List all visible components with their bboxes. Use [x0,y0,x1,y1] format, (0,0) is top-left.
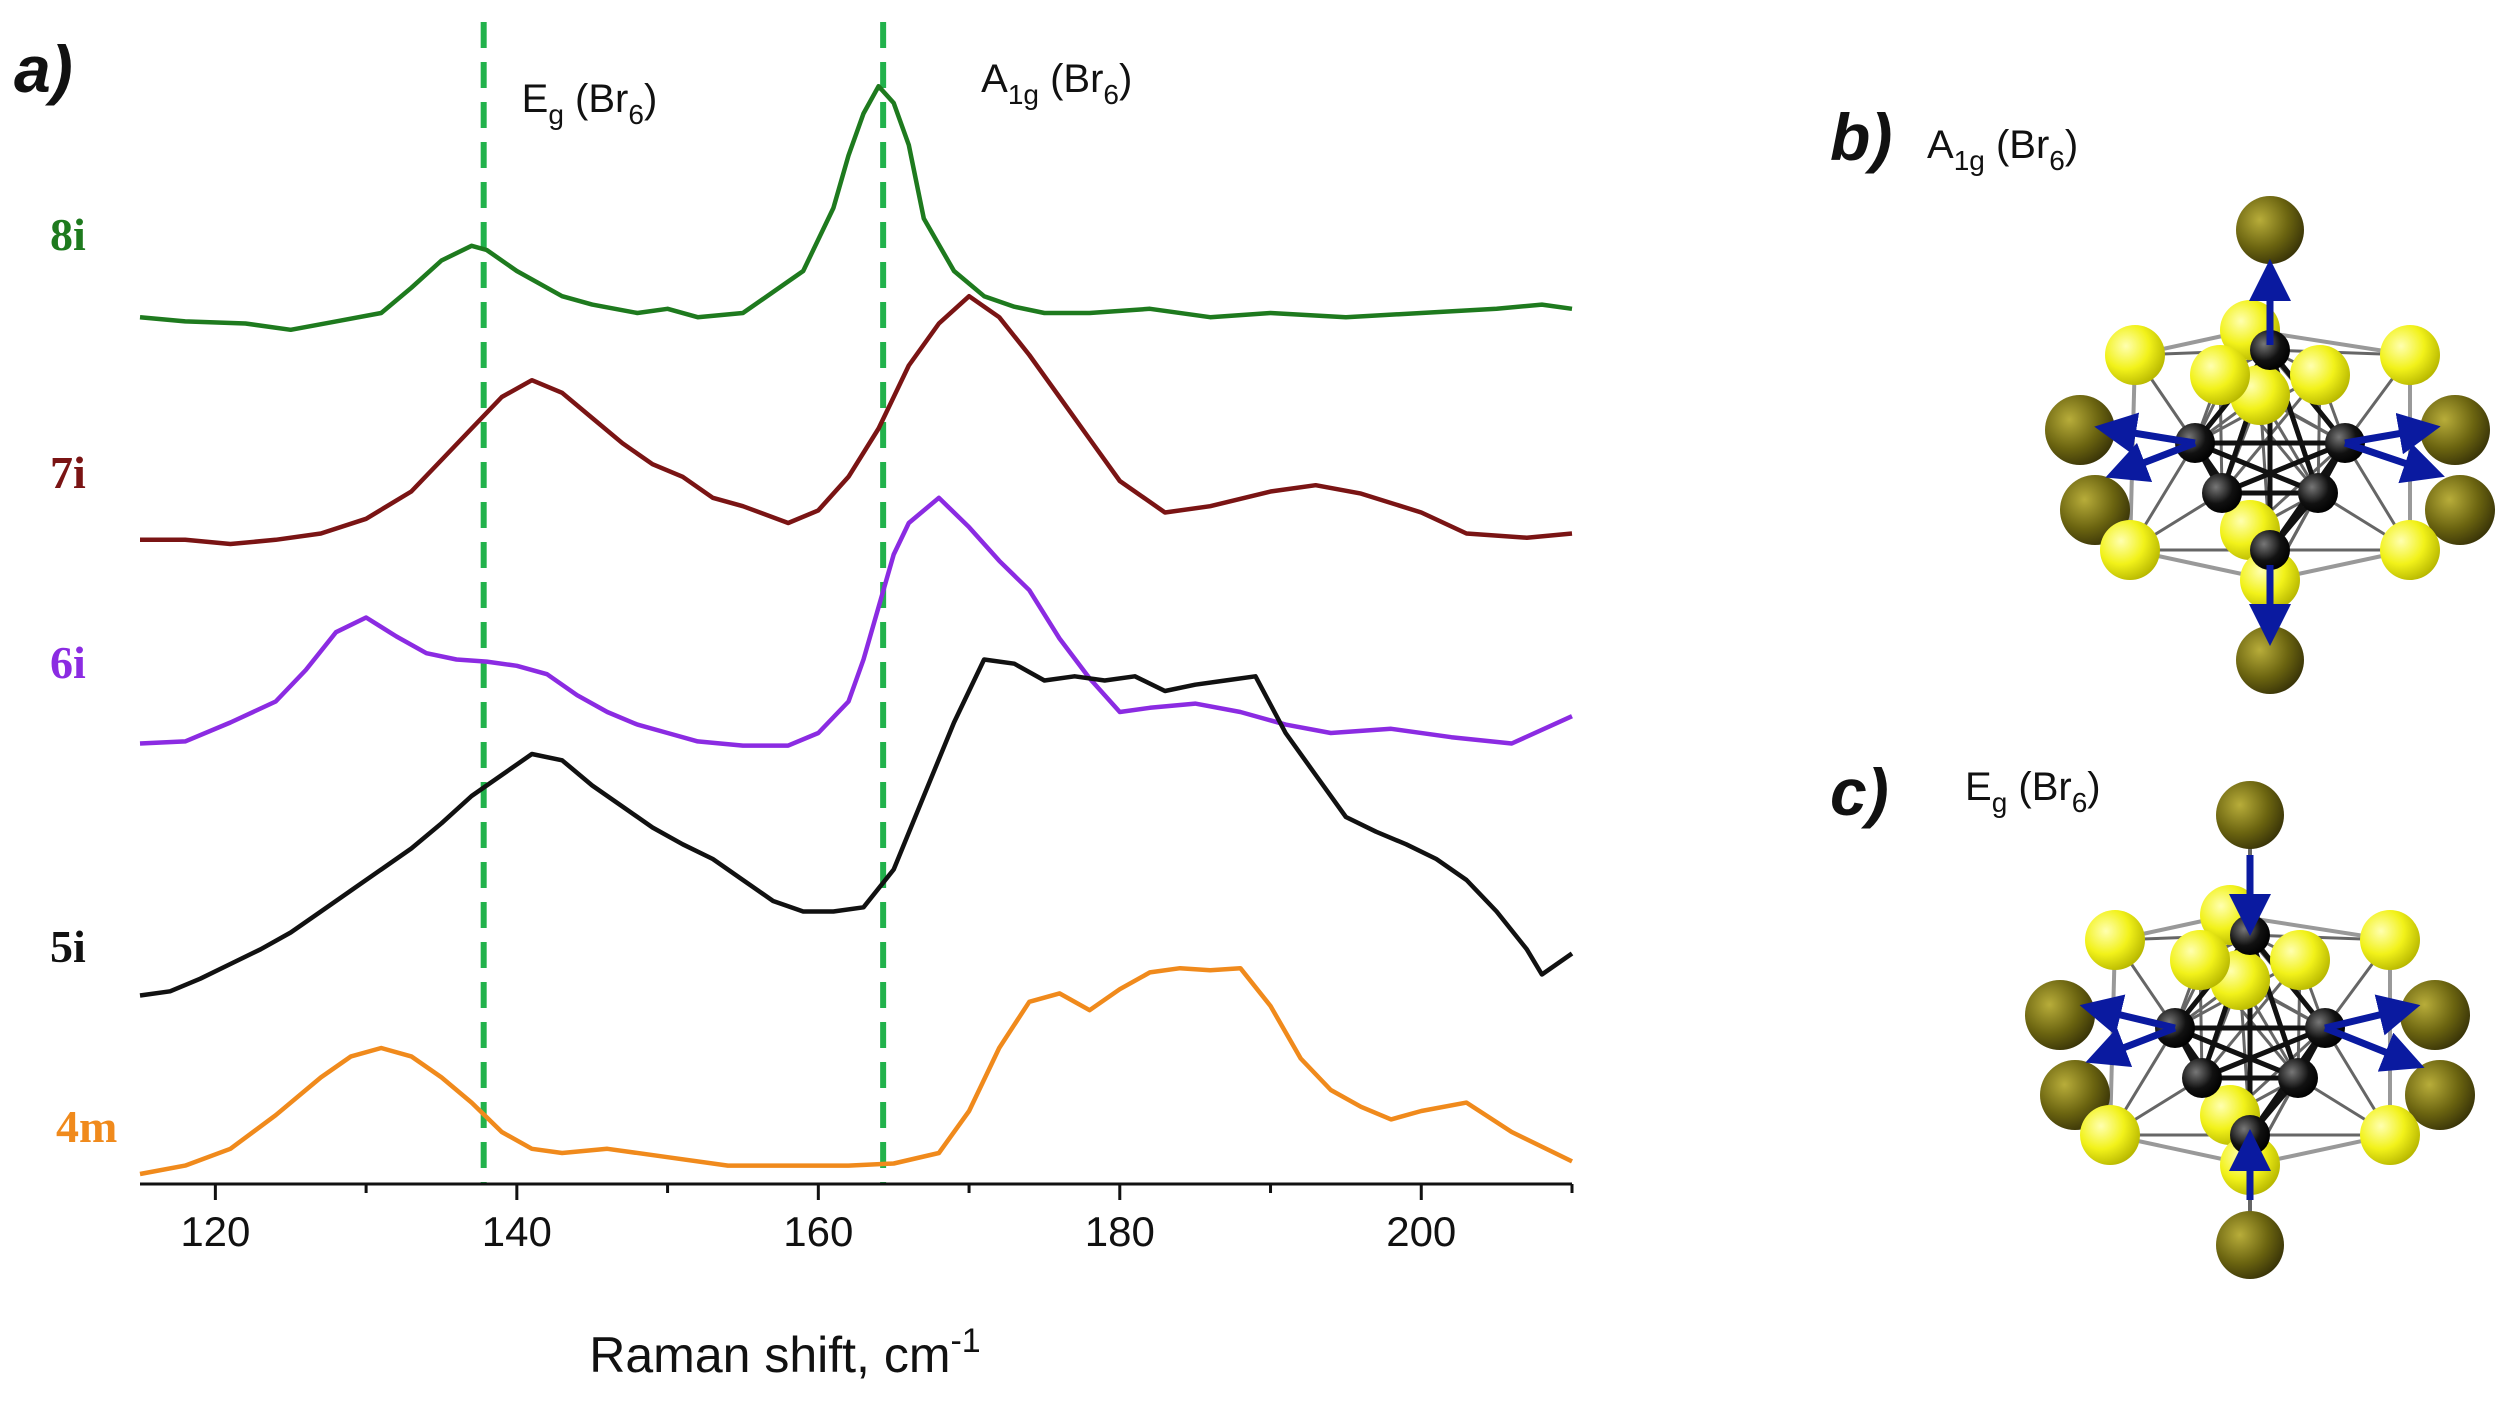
bromine-atom [2216,781,2284,849]
displacement-arrow [2079,994,2176,1036]
series-labels: 8i 7i 6i 5i 4m [50,209,117,1152]
halide-atom [2360,910,2420,970]
halide-atom [2100,520,2160,580]
halide-atom [2270,930,2330,990]
series-line-8i [139,83,1573,333]
displacement-arrow [2323,1024,2425,1072]
halide-atom [2080,1105,2140,1165]
molecule-eg-diagram [2025,781,2475,1279]
spectra-series [139,83,1574,1177]
halide-atom [2170,930,2230,990]
series-line-4m [139,965,1573,1177]
metal-bond [2201,1025,2326,1081]
metal-atom [2230,915,2270,955]
halide-atom [2380,520,2440,580]
guide-lines: Eg (Br6) A1g (Br6) [480,22,1132,1184]
bromine-atom [2236,196,2304,264]
series-label-4m: 4m [56,1101,117,1152]
metal-bond [2174,1025,2299,1081]
halide-atom [2190,345,2250,405]
halide-atom [2380,325,2440,385]
bromine-atom [2025,980,2095,1050]
panel-b-label: b) [1830,100,1892,174]
bromine-atom [2400,980,2470,1050]
halide-atom [2085,910,2145,970]
displacement-arrow [2343,439,2445,484]
series-line-5i [139,657,1574,998]
panel-a-label: a) [14,32,73,106]
bromine-atom [2045,395,2115,465]
guide-label: A1g (Br6) [981,57,1132,110]
series-label-6i: 6i [50,637,86,688]
metal-atom [2250,530,2290,570]
x-tick-label: 160 [783,1208,853,1255]
series-line-7i [140,293,1573,547]
bromine-atom [2216,1211,2284,1279]
series-label-8i: 8i [50,209,86,260]
series-label-5i: 5i [50,921,86,972]
displacement-arrow [2344,412,2441,455]
metal-atom [2298,473,2338,513]
halide-atom [2105,325,2165,385]
halide-atom [2290,345,2350,405]
x-tick-label: 140 [482,1208,552,1255]
panel-b-mode-label: A1g (Br6) [1927,123,2078,176]
metal-atom [2278,1058,2318,1098]
bromine-atom [2236,626,2304,694]
bromine-atom [2420,395,2490,465]
metal-atom [2230,1115,2270,1155]
metal-atom [2250,330,2290,370]
displacement-arrow [2105,439,2197,483]
metal-bond [2221,440,2346,496]
bromine-atom [2405,1060,2475,1130]
displacement-arrow [2094,412,2196,455]
halide-atom [2360,1105,2420,1165]
series-line-6i [139,495,1573,748]
panel-c-label: c) [1830,755,1889,829]
bromine-atom [2425,475,2495,545]
metal-atom [2182,1058,2222,1098]
x-tick-label: 120 [180,1208,250,1255]
metal-atom [2202,473,2242,513]
metal-bond [2194,440,2319,496]
panel-c-mode-label: Eg (Br6) [1965,765,2101,818]
guide-label: Eg (Br6) [522,77,658,130]
molecule-a1g-diagram [2045,196,2495,694]
x-axis: 120 140 160 180 200 [140,1182,1574,1255]
x-axis-title: Raman shift, cm-1 [589,1322,980,1383]
series-label-7i: 7i [50,447,86,498]
displacement-arrow [2324,994,2421,1036]
x-tick-label: 200 [1386,1208,1456,1255]
displacement-arrow [2085,1024,2177,1068]
x-tick-label: 180 [1085,1208,1155,1255]
